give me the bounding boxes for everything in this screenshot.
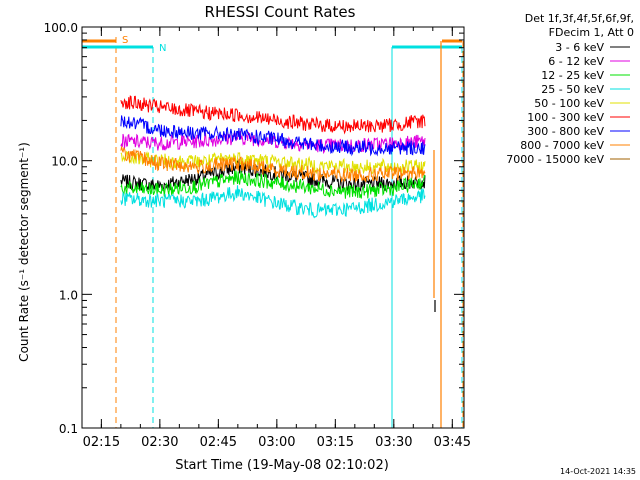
annotation-n: N bbox=[159, 43, 166, 54]
x-axis-label: Start Time (19-May-08 02:10:02) bbox=[175, 458, 389, 473]
timestamp: 14-Oct-2021 14:35 bbox=[560, 467, 636, 476]
series-line-2 bbox=[120, 170, 426, 199]
legend-label-1: 6 - 12 keV bbox=[548, 55, 604, 68]
legend-label-7: 800 - 7000 keV bbox=[520, 139, 604, 152]
x-tick-label: 02:15 bbox=[83, 435, 120, 450]
x-tick-label: 02:30 bbox=[141, 435, 178, 450]
legend-header-1: Det 1f,3f,4f,5f,6f,9f, bbox=[525, 12, 634, 25]
legend: Det 1f,3f,4f,5f,6f,9f, FDecim 1, Att 0 3… bbox=[506, 12, 634, 166]
x-tick-label: 03:15 bbox=[317, 435, 354, 450]
y-axis-label: Count Rate (s⁻¹ detector segment⁻¹) bbox=[17, 142, 31, 362]
x-tick-label: 03:30 bbox=[375, 435, 412, 450]
x-axis: 02:15 02:30 02:45 03:00 03:15 03:30 03:45 bbox=[83, 27, 471, 450]
chart-title: RHESSI Count Rates bbox=[205, 3, 356, 21]
legend-label-6: 300 - 800 keV bbox=[527, 125, 604, 138]
series-line-7 bbox=[120, 146, 426, 183]
legend-label-3: 25 - 50 keV bbox=[541, 83, 604, 96]
y-tick-label: 0.1 bbox=[59, 422, 78, 436]
legend-label-0: 3 - 6 keV bbox=[555, 41, 604, 54]
y-tick-label: 10.0 bbox=[51, 155, 78, 169]
x-tick-label: 03:45 bbox=[434, 435, 471, 450]
series-line-6 bbox=[120, 115, 426, 157]
annotation-s: S bbox=[122, 35, 128, 46]
legend-label-2: 12 - 25 keV bbox=[541, 69, 604, 82]
series-line-5 bbox=[120, 95, 426, 135]
series-layer bbox=[120, 95, 426, 219]
x-tick-label: 03:00 bbox=[258, 435, 295, 450]
series-line-3 bbox=[120, 185, 426, 219]
x-tick-label: 02:45 bbox=[200, 435, 237, 450]
y-tick-label: 1.0 bbox=[59, 288, 78, 302]
series-line-1 bbox=[120, 130, 426, 155]
legend-label-8: 7000 - 15000 keV bbox=[506, 153, 604, 166]
legend-label-5: 100 - 300 keV bbox=[527, 111, 604, 124]
legend-label-4: 50 - 100 keV bbox=[534, 97, 604, 110]
legend-header-2: FDecim 1, Att 0 bbox=[549, 26, 634, 39]
attenuator-state-markers: S N bbox=[81, 35, 464, 428]
y-tick-label: 100.0 bbox=[44, 21, 78, 35]
plot-frame bbox=[81, 26, 465, 429]
y-axis: 0.1 1.0 10.0 100.0 bbox=[44, 21, 464, 436]
